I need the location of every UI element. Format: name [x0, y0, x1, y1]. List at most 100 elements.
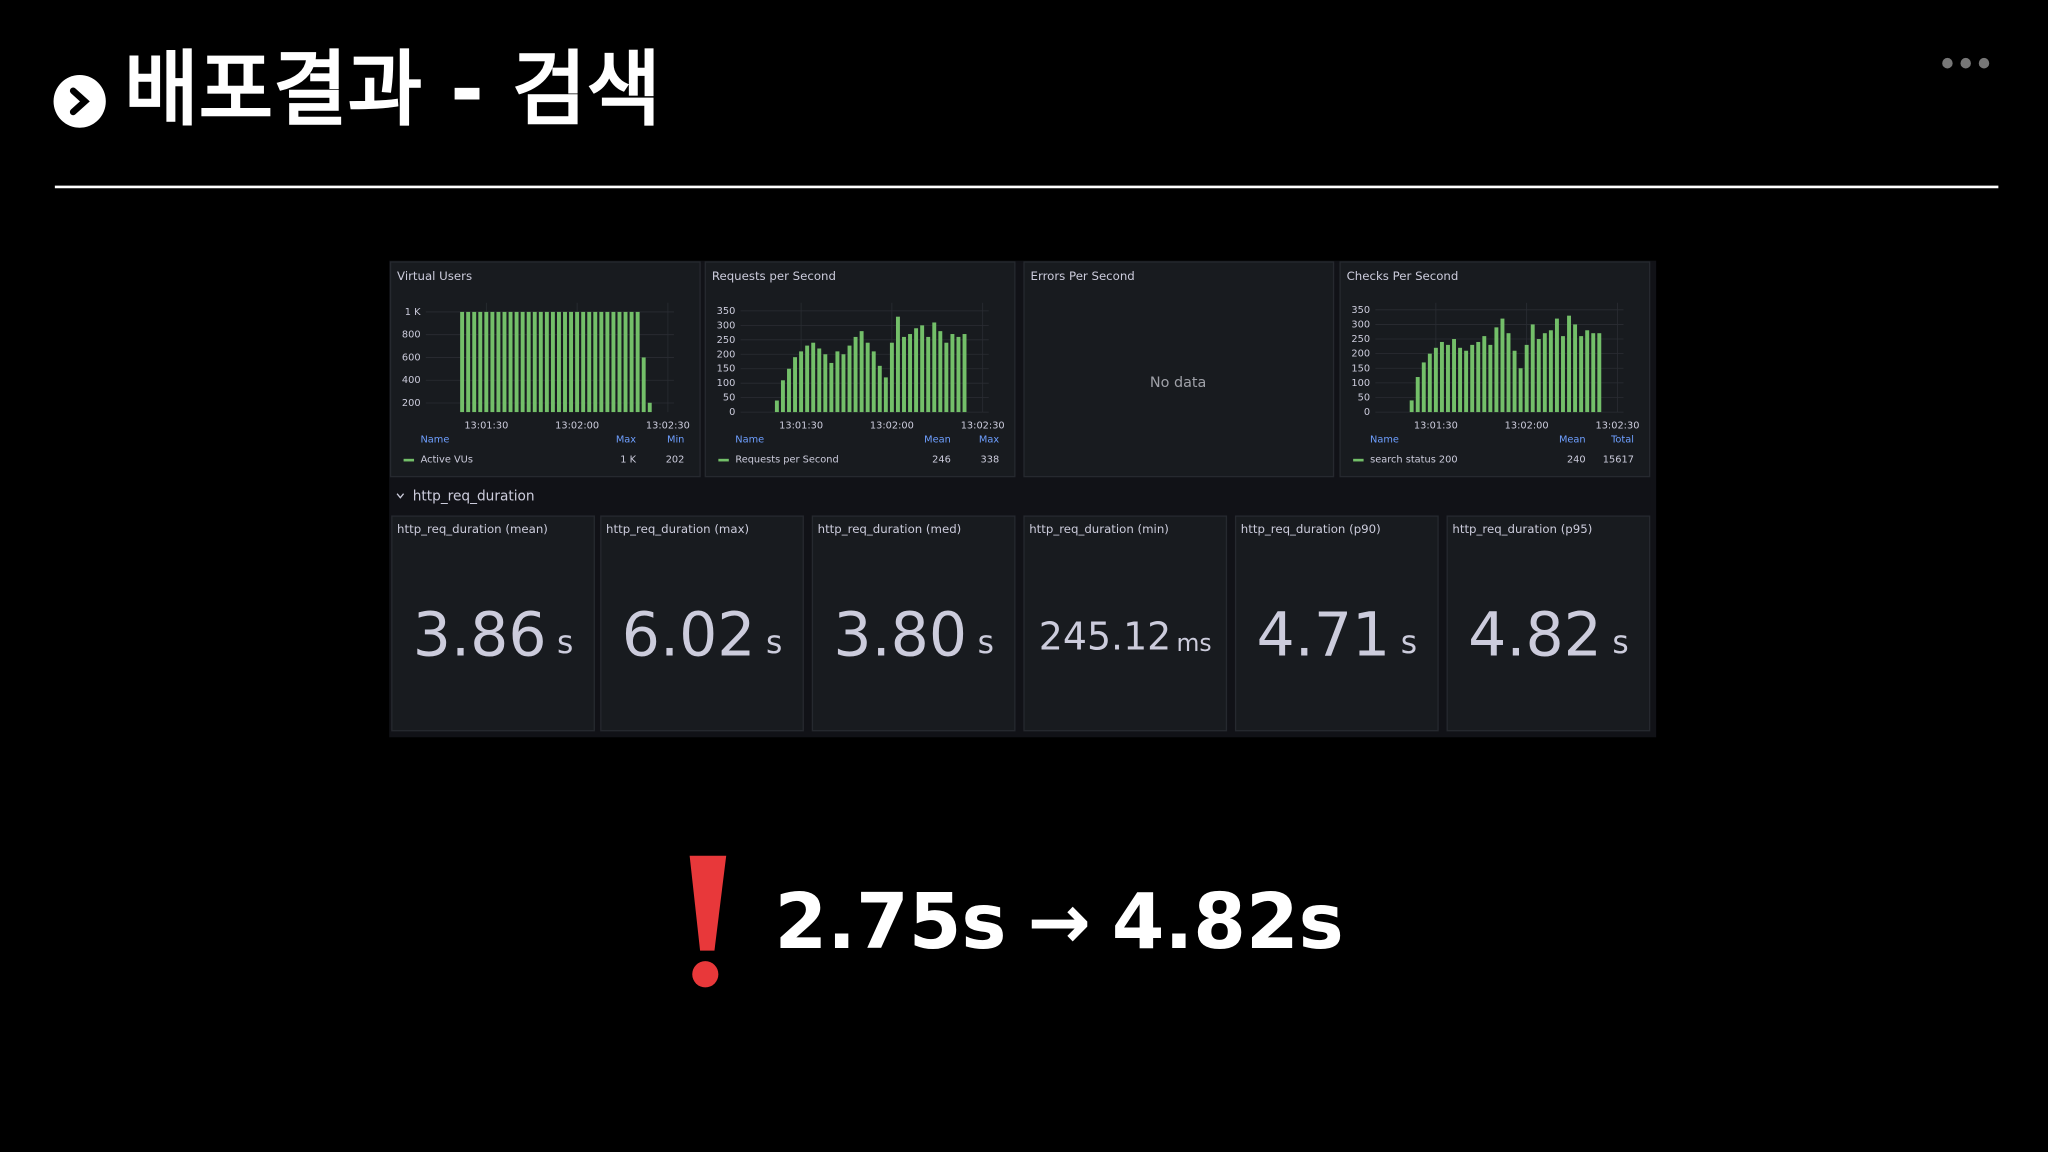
bar [1512, 350, 1517, 413]
summary: 2.75s → 4.82s [775, 877, 1344, 966]
menu-dots[interactable] [1942, 57, 1990, 69]
bar [956, 336, 961, 413]
y-tick-label: 300 [717, 320, 736, 331]
x-tick-label: 13:01:30 [779, 420, 823, 431]
x-tick-label: 13:02:30 [961, 420, 1005, 431]
dot [1960, 57, 1971, 69]
bar [1591, 333, 1596, 413]
bar [1409, 400, 1414, 413]
bar [817, 348, 822, 413]
legend-cell: 202 [666, 454, 685, 465]
bar [556, 311, 561, 413]
bar [1421, 362, 1426, 413]
bar [514, 311, 519, 413]
y-tick-label: 200 [717, 349, 736, 360]
bar [835, 351, 840, 413]
bar [774, 400, 779, 413]
bar [599, 311, 604, 413]
bar [538, 311, 543, 413]
bar [1561, 336, 1565, 413]
bar [1500, 318, 1505, 413]
bar [1530, 324, 1535, 413]
panel-title: Virtual Users [397, 269, 472, 283]
stat-value: 245.12 ms [1039, 614, 1212, 658]
bar [550, 311, 555, 413]
legend-cell: 240 [1567, 454, 1586, 465]
bar [478, 311, 483, 413]
x-tick-label: 13:02:00 [1505, 420, 1549, 431]
bar [926, 336, 931, 413]
bar [962, 334, 967, 413]
no-data: No data [1150, 375, 1206, 391]
y-tick-label: 150 [717, 364, 736, 375]
bar [823, 354, 828, 413]
bar [1542, 333, 1547, 413]
bar [1585, 330, 1590, 413]
legend-header: Name [420, 435, 449, 446]
stat-value: 6.02 s [622, 600, 783, 670]
y-tick-label: 0 [729, 407, 735, 418]
row-chevron[interactable] [396, 493, 405, 499]
stat-unit: s [1612, 625, 1628, 661]
bar [1506, 333, 1511, 413]
stat-number: 245.12 [1039, 614, 1172, 658]
stat-panel [1023, 515, 1228, 732]
x-tick-label: 13:02:30 [646, 420, 690, 431]
bar [859, 331, 864, 413]
x-tick-label: 13:01:30 [464, 420, 508, 431]
dot [1942, 57, 1953, 69]
bar [1597, 333, 1602, 413]
bar [865, 342, 870, 413]
bar [611, 311, 616, 413]
bar [617, 311, 622, 413]
x-tick-label: 13:02:00 [555, 420, 599, 431]
title-icon [53, 75, 106, 128]
y-tick-label: 350 [1351, 305, 1370, 316]
bar [1518, 368, 1523, 413]
legend-swatch [718, 458, 729, 462]
bar [908, 334, 913, 413]
y-tick-label: 200 [402, 398, 421, 409]
legend-cell: 1 K [620, 454, 636, 465]
bar [526, 311, 531, 413]
bar [1427, 353, 1432, 413]
legend-cell: Requests per Second [735, 454, 838, 465]
bar [1470, 344, 1475, 413]
bar [944, 342, 949, 413]
stat-value: 3.80 s [833, 600, 994, 670]
bar [871, 351, 876, 413]
legend-cell: Active VUs [421, 454, 473, 465]
stat-unit: s [557, 625, 573, 661]
stat-panel [1234, 515, 1439, 732]
y-tick-label: 1 K [405, 307, 421, 318]
bar [1476, 341, 1481, 413]
bar [1446, 344, 1450, 413]
after: 4.82s [1112, 877, 1344, 966]
stat-title: http_req_duration (mean) [397, 522, 548, 536]
stat-unit: s [978, 625, 994, 661]
legend-cell: 246 [932, 454, 951, 465]
bar [1433, 347, 1438, 413]
row-title[interactable]: http_req_duration [413, 488, 535, 504]
panel-title: Errors Per Second [1031, 269, 1135, 283]
x-tick-label: 13:02:00 [870, 420, 914, 431]
legend-header: Name [1370, 435, 1399, 446]
legend-swatch [1353, 458, 1364, 462]
bar [496, 311, 501, 413]
stat-number: 6.02 [622, 600, 756, 670]
stat-number: 3.86 [413, 600, 547, 670]
bar [629, 311, 634, 413]
stat-title: http_req_duration (max) [606, 522, 749, 536]
stat-panel [391, 515, 595, 732]
bar [841, 354, 846, 413]
bar [1439, 341, 1444, 413]
bar [1464, 350, 1469, 413]
legend-header: Mean [924, 435, 951, 446]
bar [829, 362, 834, 413]
bar [563, 311, 567, 413]
stat-number: 4.71 [1257, 600, 1391, 670]
legend-header: Mean [1559, 435, 1586, 446]
y-tick-label: 600 [402, 352, 421, 363]
bar [889, 342, 894, 413]
